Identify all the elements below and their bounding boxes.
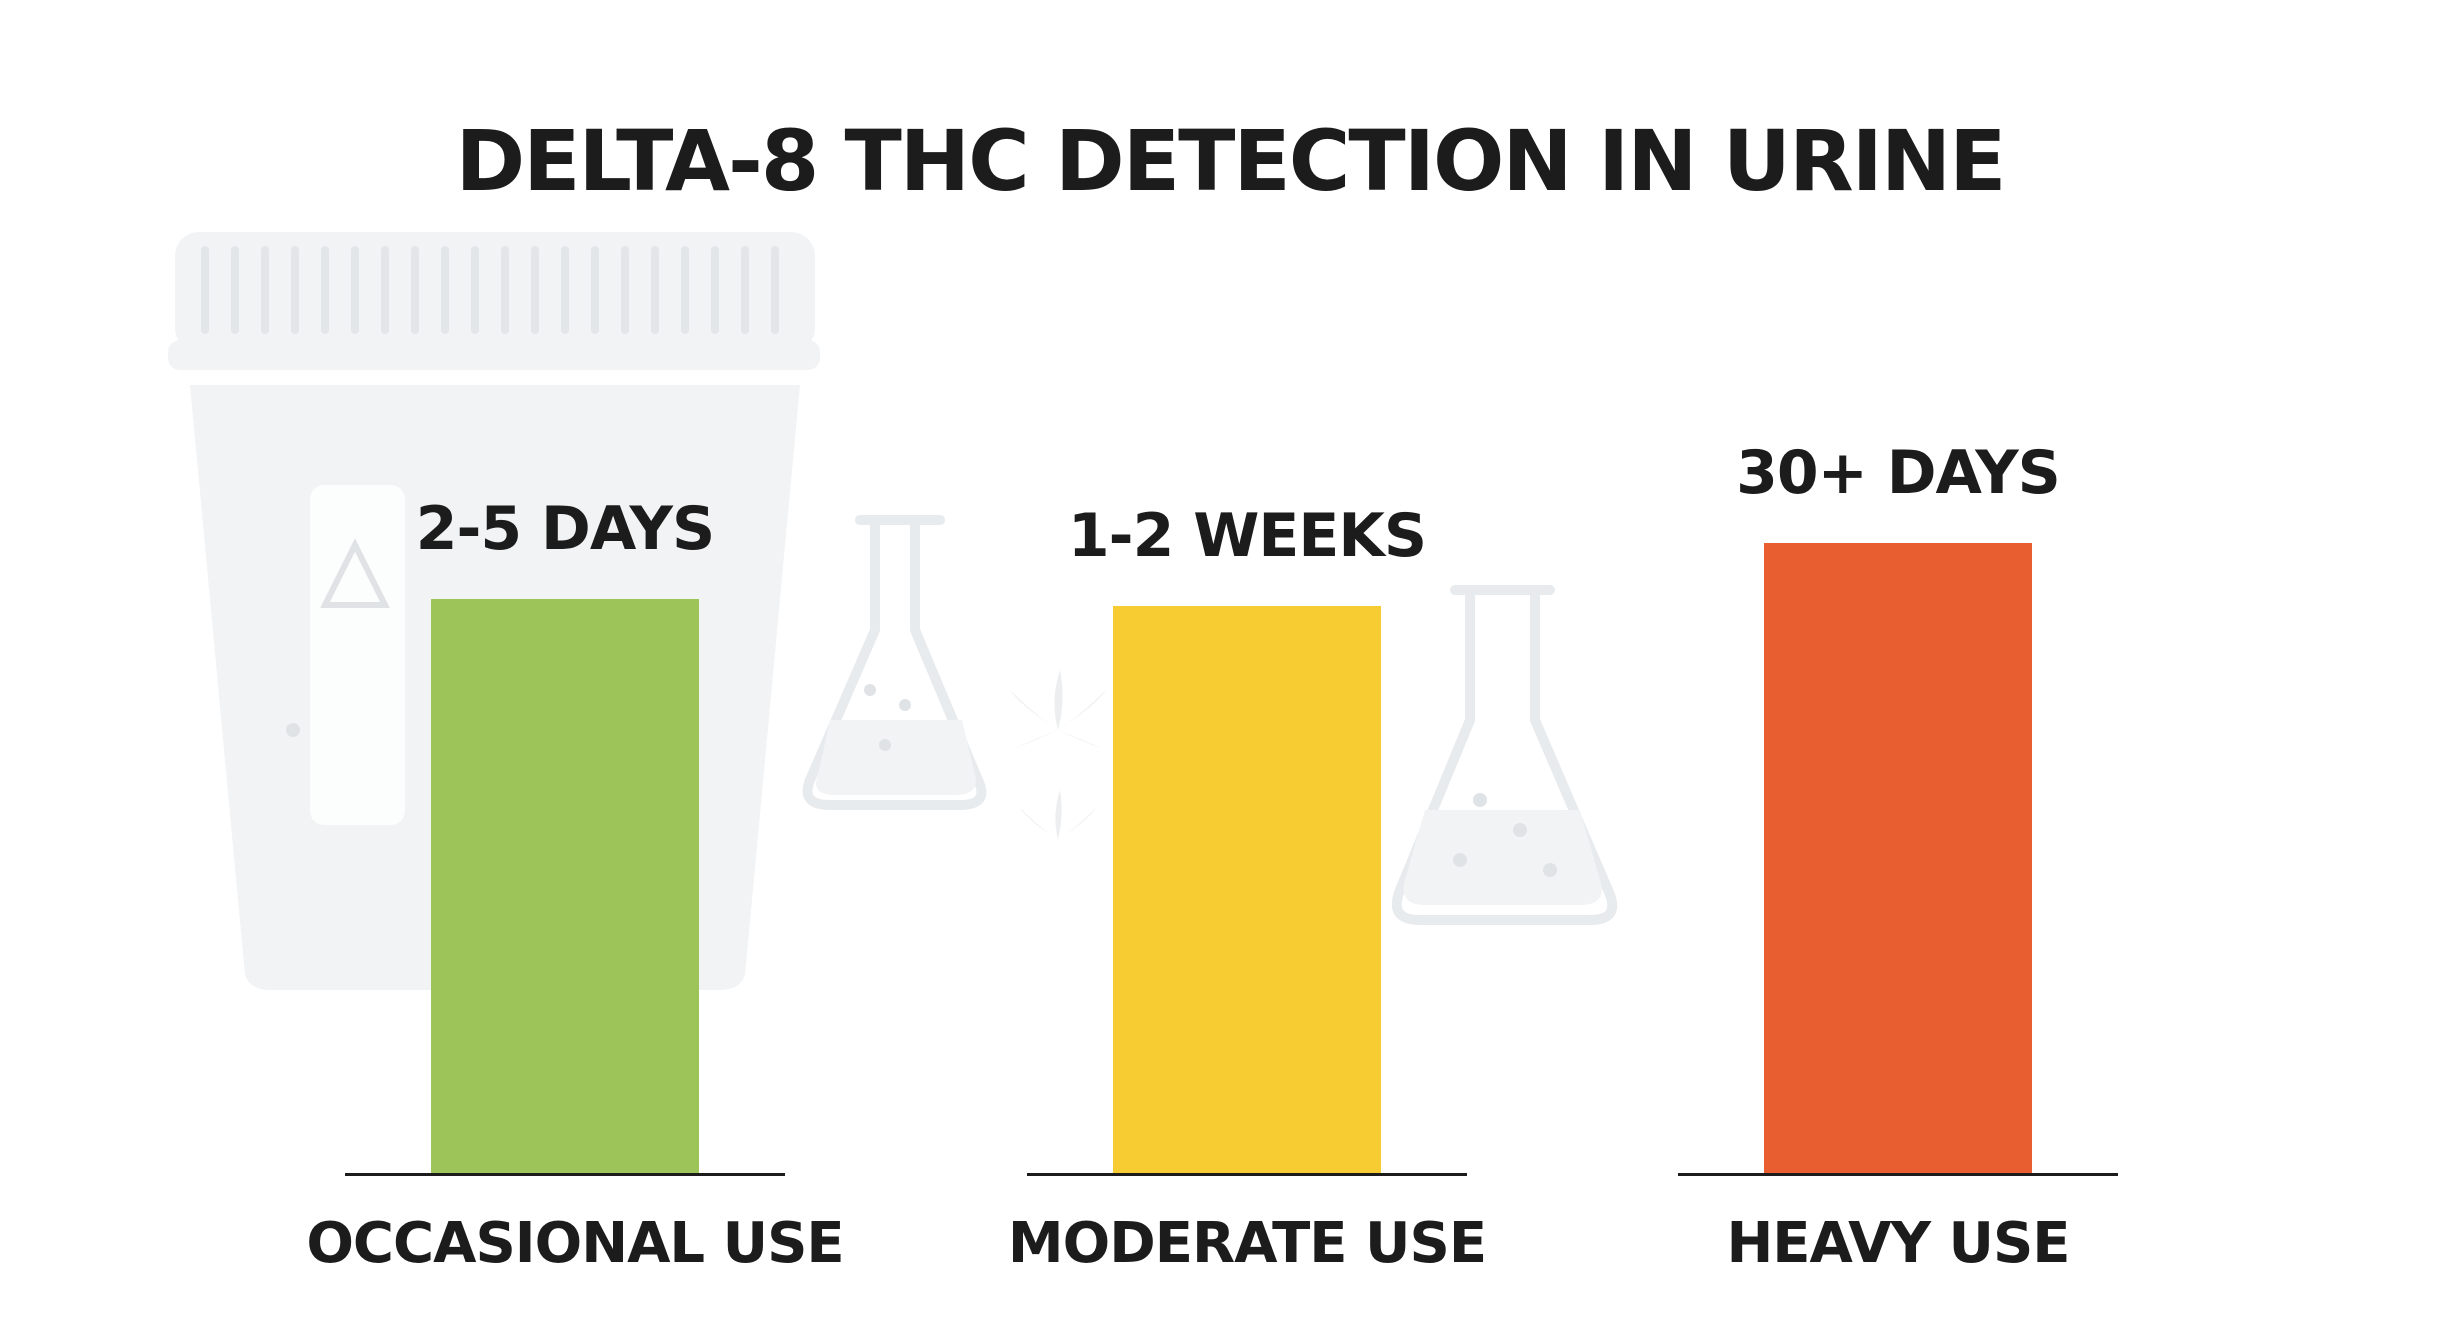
value-label: 1-2 WEEKS [1068, 501, 1426, 571]
bar-series: 2-5 DAYS OCCASIONAL USE 1-2 WEEKS MODERATE … [306, 438, 2118, 1276]
cannabis-leaf-icon [1010, 670, 1106, 748]
value-label: 30+ DAYS [1736, 438, 2060, 508]
value-label: 2-5 DAYS [416, 494, 714, 564]
bar-occasional-use [431, 599, 699, 1173]
chart-title: DELTA-8 THC DETECTION IN URINE [455, 112, 2004, 210]
flask-icon [802, 515, 987, 810]
bar-heavy-use [1764, 543, 2032, 1173]
cannabis-leaf-icon [1020, 790, 1096, 840]
category-label: OCCASIONAL USE [306, 1211, 843, 1276]
category-label: HEAVY USE [1726, 1211, 2069, 1276]
bar-moderate-use [1113, 606, 1381, 1173]
flask-icon [1391, 585, 1618, 925]
category-label: MODERATE USE [1008, 1211, 1486, 1276]
